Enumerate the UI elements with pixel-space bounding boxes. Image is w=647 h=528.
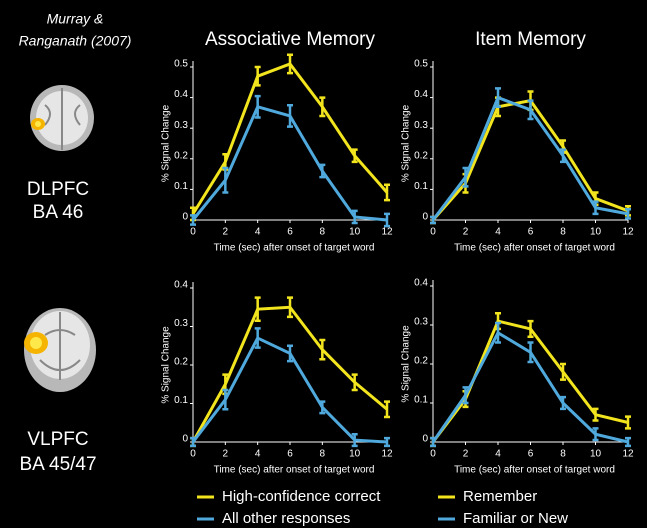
y-tick-label: 0 xyxy=(422,212,428,223)
y-tick-label: 0.4 xyxy=(174,280,188,291)
y-axis-label: % Signal Change xyxy=(401,104,412,182)
x-tick-label: 0 xyxy=(190,449,196,460)
y-tick-label: 0 xyxy=(422,434,428,445)
x-tick-label: 0 xyxy=(430,227,436,238)
brain-top xyxy=(30,85,94,151)
x-tick-label: 12 xyxy=(381,449,393,460)
x-tick-label: 6 xyxy=(528,227,534,238)
citation: Ranganath (2007) xyxy=(19,33,132,49)
x-tick-label: 4 xyxy=(255,227,261,238)
x-axis-label: Time (sec) after onset of target word xyxy=(214,243,375,254)
legend-label: High-confidence correct xyxy=(222,488,381,505)
y-tick-label: 0.1 xyxy=(414,181,428,192)
legend-label: Remember xyxy=(463,488,537,505)
brain-bottom xyxy=(24,308,96,392)
x-tick-label: 8 xyxy=(320,449,326,460)
chart-title: Associative Memory xyxy=(205,29,375,50)
x-tick-label: 12 xyxy=(622,227,634,238)
y-tick-label: 0.2 xyxy=(174,150,188,161)
y-tick-label: 0.4 xyxy=(414,89,428,100)
citation: Murray & xyxy=(47,11,104,27)
legend-label: All other responses xyxy=(222,510,350,527)
y-tick-label: 0.5 xyxy=(414,59,428,70)
y-tick-label: 0.2 xyxy=(414,356,428,367)
y-tick-label: 0.2 xyxy=(174,357,188,368)
y-tick-label: 0.1 xyxy=(414,395,428,406)
x-tick-label: 0 xyxy=(430,449,436,460)
x-tick-label: 10 xyxy=(590,227,602,238)
y-tick-label: 0.3 xyxy=(174,318,188,329)
x-tick-label: 12 xyxy=(381,227,393,238)
chart-title: Item Memory xyxy=(475,29,586,50)
y-tick-label: 0.2 xyxy=(414,150,428,161)
x-tick-label: 12 xyxy=(622,449,634,460)
y-tick-label: 0.1 xyxy=(174,395,188,406)
y-tick-label: 0.4 xyxy=(414,278,428,289)
x-tick-label: 10 xyxy=(590,449,602,460)
y-axis-label: % Signal Change xyxy=(161,104,172,182)
y-tick-label: 0.3 xyxy=(414,120,428,131)
y-tick-label: 0.4 xyxy=(174,89,188,100)
y-axis-label: % Signal Change xyxy=(161,326,172,404)
y-tick-label: 0.3 xyxy=(414,317,428,328)
y-tick-label: 0 xyxy=(182,212,188,223)
x-tick-label: 2 xyxy=(463,449,469,460)
y-axis-label: % Signal Change xyxy=(401,325,412,403)
x-tick-label: 6 xyxy=(528,449,534,460)
x-tick-label: 8 xyxy=(560,449,566,460)
x-tick-label: 4 xyxy=(495,449,501,460)
x-tick-label: 4 xyxy=(495,227,501,238)
region-area: BA 45/47 xyxy=(19,454,96,475)
y-tick-label: 0.1 xyxy=(174,181,188,192)
x-axis-label: Time (sec) after onset of target word xyxy=(454,243,615,254)
x-axis-label: Time (sec) after onset of target word xyxy=(214,465,375,476)
x-tick-label: 4 xyxy=(255,449,261,460)
region-area: BA 46 xyxy=(33,202,84,223)
x-tick-label: 8 xyxy=(560,227,566,238)
figure: Murray & Ranganath (2007) DLPFC BA 46 VL… xyxy=(0,0,647,528)
x-tick-label: 10 xyxy=(349,449,361,460)
x-tick-label: 0 xyxy=(190,227,196,238)
y-tick-label: 0.5 xyxy=(174,59,188,70)
x-tick-label: 6 xyxy=(287,449,293,460)
legend-label: Familiar or New xyxy=(463,510,568,527)
x-tick-label: 6 xyxy=(287,227,293,238)
x-axis-label: Time (sec) after onset of target word xyxy=(454,465,615,476)
x-tick-label: 2 xyxy=(223,227,229,238)
x-tick-label: 10 xyxy=(349,227,361,238)
x-tick-label: 2 xyxy=(463,227,469,238)
region-name: VLPFC xyxy=(27,429,88,450)
x-tick-label: 2 xyxy=(223,449,229,460)
y-tick-label: 0 xyxy=(182,434,188,445)
region-name: DLPFC xyxy=(27,179,89,200)
x-tick-label: 8 xyxy=(320,227,326,238)
y-tick-label: 0.3 xyxy=(174,120,188,131)
